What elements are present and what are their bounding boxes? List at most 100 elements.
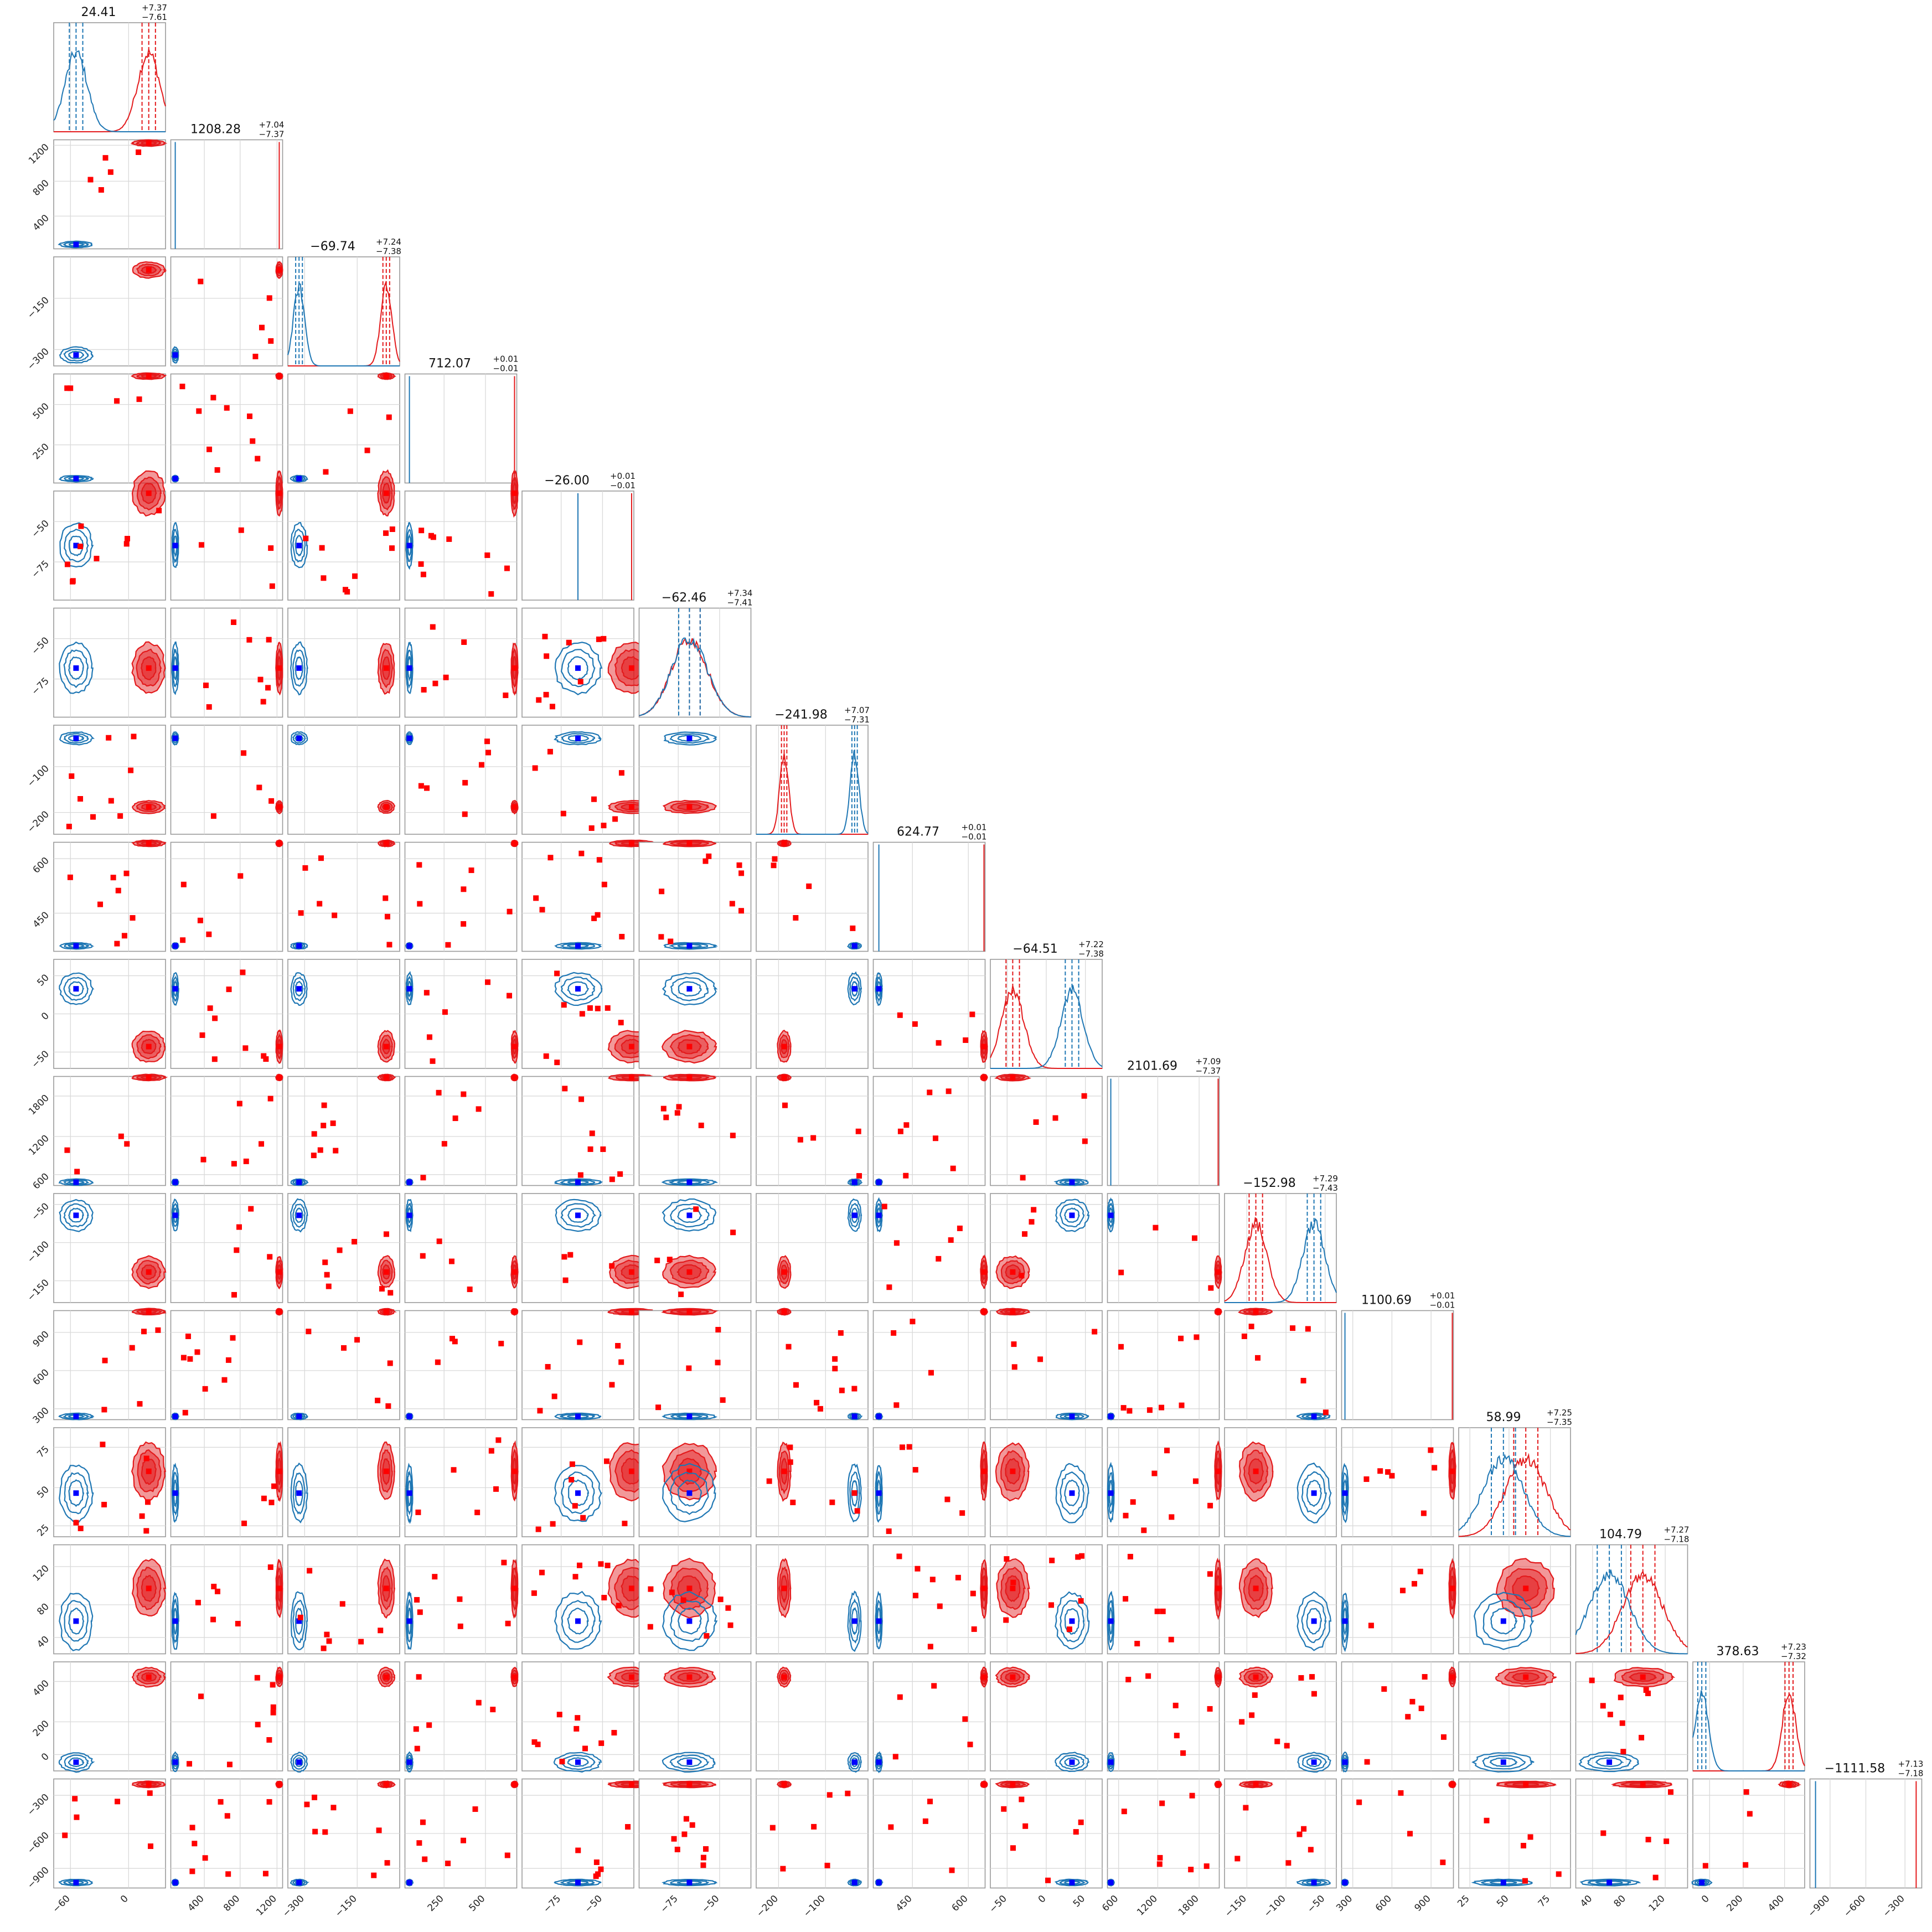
panel-8-3 [404,959,519,1069]
series-a-sample-marker [1255,1355,1261,1361]
series-a-sample-marker [551,1393,557,1399]
series-a-sample-marker [720,1397,726,1403]
series-b-contour [560,976,596,1001]
series-a-sample-marker [625,1824,631,1830]
series-a-sample-marker [587,1146,593,1152]
series-b-contour [405,731,414,746]
series-a-sample-marker [824,1862,830,1868]
series-a-truth-marker [1010,1309,1016,1315]
series-a-sample-marker [94,555,100,561]
y-tick-label: 500 [31,401,51,421]
panel-frame [872,1661,986,1771]
series-a-sample-marker [1252,1692,1258,1698]
series-a-sample-marker [616,1603,622,1609]
series-a-sample-marker [618,770,624,776]
series-a-sample-marker [388,1290,394,1296]
x-tick-label: 600 [950,1893,970,1914]
series-a-sample-marker [681,1831,688,1837]
series-a-sample-marker [950,1165,956,1171]
panel-2-2 [287,256,400,366]
series-a-sample-marker [148,1843,154,1850]
series-a-truth-marker [276,1075,282,1081]
series-a-sample-marker [1019,1796,1025,1802]
series-b-truth-marker [1069,1490,1075,1496]
series-a-sample-marker [324,1631,330,1637]
series-a-sample-marker [1381,1686,1387,1692]
x-tick-label: 1800 [1176,1893,1201,1918]
series-b-truth-marker [1069,1618,1075,1624]
series-a-sample-marker [307,1568,313,1574]
series-a-sample-marker [855,1128,861,1134]
series-a-truth-marker [276,373,282,379]
param-title-minus: −0.01 [1430,1300,1455,1310]
x-tick-label: 900 [1413,1893,1433,1914]
series-a-sample-marker [218,1799,224,1805]
series-a-truth-marker [146,373,152,379]
series-b-truth-marker [1108,1618,1114,1624]
series-a-sample-marker [389,526,395,533]
param-title-plus: +7.09 [1196,1057,1221,1067]
panel-10-3 [404,1193,519,1303]
x-tick-label: 400 [1766,1893,1786,1914]
series-b-contour [1060,1600,1085,1642]
series-a-sample-marker [441,1141,447,1147]
series-b-truth-marker [851,986,857,992]
series-b-contour [290,474,308,483]
series-a-sample-marker [266,1737,272,1743]
panel-11-11 [1341,1310,1454,1420]
series-b-truth-marker [73,1179,79,1185]
series-b-truth-marker [172,943,178,949]
series-a-sample-marker [415,1509,421,1515]
panel-13-9 [1107,1544,1222,1655]
series-b-truth-marker [406,665,412,671]
series-b-contour [559,1179,596,1185]
series-a-sample-marker [385,1403,391,1409]
panel-7-6 [756,839,869,952]
series-a-truth-marker [383,1674,389,1680]
series-a-sample-marker [817,1406,823,1412]
series-b-contour [292,476,307,482]
series-a-sample-marker [730,1230,736,1236]
panel-frame [53,22,166,132]
panel-9-9 [1107,1076,1220,1186]
x-tick-label: 50 [1071,1893,1087,1909]
series-a-sample-marker [927,1089,933,1096]
x-tick-label: 600 [1373,1893,1394,1914]
series-a-sample-marker [1019,1273,1025,1279]
series-a-sample-marker [436,1238,442,1244]
series-a-sample-marker [476,1106,482,1112]
panel-8-2 [287,959,400,1069]
series-a-sample-marker [117,813,123,819]
series-a-sample-marker [322,1829,328,1835]
series-b-contour [1301,1471,1327,1515]
series-a-sample-marker [619,933,625,939]
panel-15-9 [1107,1778,1223,1889]
series-a-sample-marker [971,1626,977,1632]
y-tick-label: −300 [25,1792,51,1818]
series-a-sample-marker [210,813,216,819]
panel-13-11 [1341,1544,1456,1655]
series-b-contour [405,521,414,570]
series-a-truth-marker [686,1468,693,1474]
panel-11-7 [872,1308,988,1420]
series-b-contour [669,733,710,744]
series-b-histogram [1692,1690,1805,1771]
series-a-sample-marker [493,1486,499,1492]
series-b-contour [68,242,86,247]
series-b-contour [1063,1880,1082,1885]
series-a-sample-marker [128,767,134,773]
series-b-contour [58,475,94,483]
series-a-sample-marker [1029,1219,1035,1225]
panel-10-8 [990,1193,1103,1303]
panel-frame [756,1193,869,1303]
series-a-sample-marker [231,1292,237,1298]
series-a-sample-marker [715,1360,721,1366]
series-b-contour [1063,1207,1080,1223]
series-a-sample-marker [238,527,244,533]
series-a-sample-marker [578,850,585,856]
series-b-contour [1301,1413,1328,1420]
series-a-sample-marker [333,1148,339,1154]
series-a-sample-marker [593,1859,600,1866]
series-a-sample-marker [1192,1478,1199,1484]
panel-14-7 [872,1661,989,1774]
